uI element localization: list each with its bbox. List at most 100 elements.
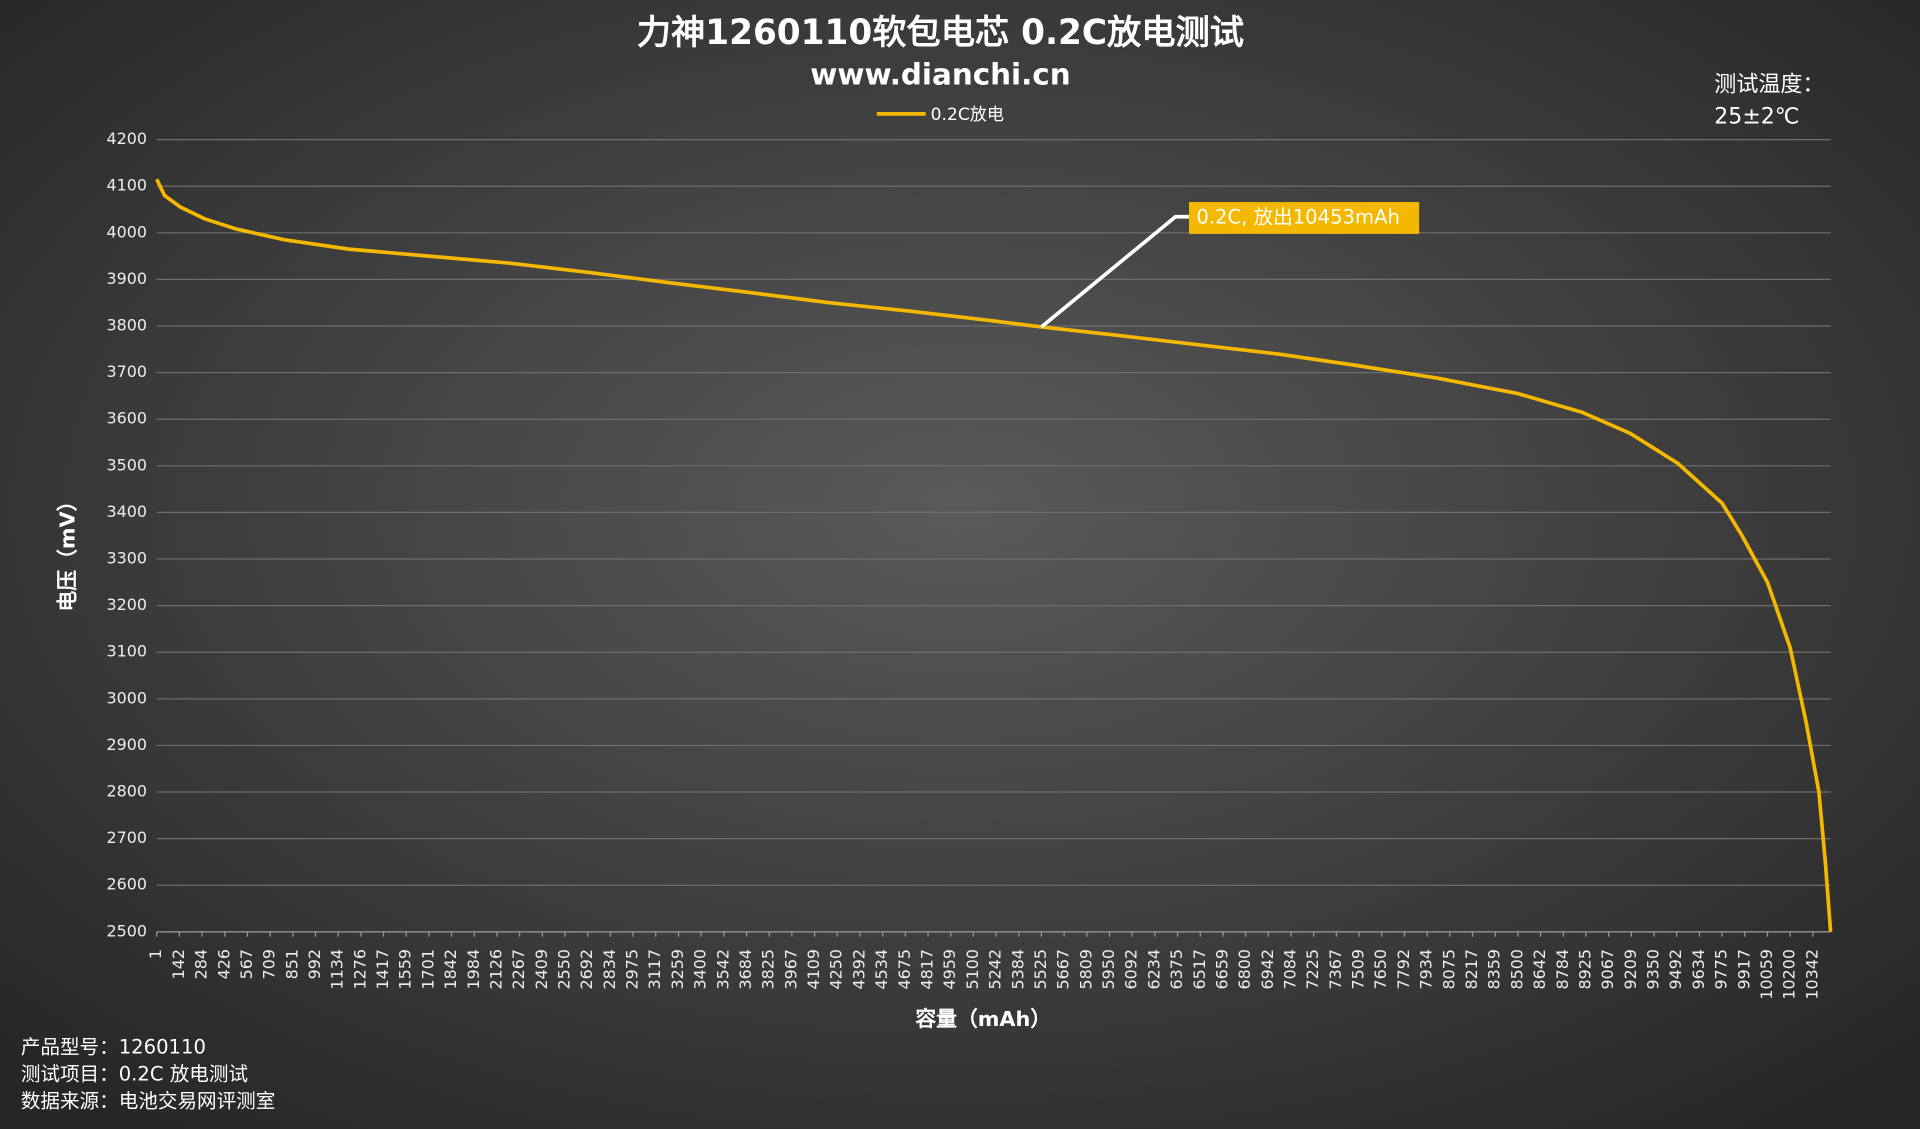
x-tick-label: 5100 <box>963 949 982 989</box>
x-tick-label: 3967 <box>781 949 800 989</box>
annotation-box <box>1188 202 1420 234</box>
footer-line: 产品型号：1260110 <box>21 1036 206 1059</box>
x-tick-label: 4959 <box>940 949 959 989</box>
x-tick-label: 9917 <box>1734 949 1753 989</box>
x-tick-label: 8075 <box>1439 949 1458 989</box>
x-tick-label: 567 <box>237 949 256 979</box>
x-tick-label: 7934 <box>1417 949 1436 989</box>
y-tick-label: 2600 <box>106 875 146 894</box>
y-tick-label: 3500 <box>106 455 146 474</box>
y-tick-label: 2700 <box>106 828 146 847</box>
x-tick-label: 1559 <box>396 949 415 989</box>
x-tick-label: 5809 <box>1076 949 1095 989</box>
x-tick-label: 6375 <box>1167 949 1186 989</box>
x-tick-label: 3825 <box>759 949 778 989</box>
y-tick-label: 2900 <box>106 735 146 754</box>
y-tick-label: 3000 <box>106 688 146 707</box>
x-tick-label: 5950 <box>1099 949 1118 989</box>
annotation-leader <box>1040 214 1191 329</box>
x-tick-label: 6942 <box>1258 949 1277 989</box>
x-tick-label: 4675 <box>895 949 914 989</box>
x-tick-label: 709 <box>260 949 279 979</box>
y-tick-label: 3100 <box>106 642 146 661</box>
x-tick-label: 9067 <box>1598 949 1617 989</box>
x-tick-label: 7225 <box>1303 949 1322 989</box>
y-tick-label: 4200 <box>106 129 146 148</box>
x-tick-label: 9209 <box>1621 949 1640 989</box>
x-tick-label: 6092 <box>1122 949 1141 989</box>
x-tick-label: 8642 <box>1530 949 1549 989</box>
x-tick-label: 1 <box>146 949 165 959</box>
x-tick-label: 426 <box>214 949 233 979</box>
y-tick-label: 2500 <box>106 921 146 940</box>
y-tick-label: 4100 <box>106 176 146 195</box>
x-tick-label: 4392 <box>849 949 868 989</box>
y-tick-label: 2800 <box>106 782 146 801</box>
x-tick-label: 9634 <box>1689 949 1708 989</box>
x-tick-label: 284 <box>192 949 211 979</box>
x-tick-label: 10059 <box>1757 949 1776 1000</box>
x-tick-label: 1842 <box>441 949 460 989</box>
x-tick-label: 2550 <box>554 949 573 989</box>
x-tick-label: 7084 <box>1281 949 1300 989</box>
x-tick-label: 8359 <box>1485 949 1504 989</box>
footer-line: 测试项目：0.2C 放电测试 <box>21 1063 248 1086</box>
x-tick-label: 2409 <box>532 949 551 989</box>
temperature-label: 测试温度： <box>1714 73 1824 98</box>
y-tick-label: 3400 <box>106 502 146 521</box>
x-tick-label: 851 <box>282 949 301 979</box>
x-tick-label: 6800 <box>1235 949 1254 989</box>
x-tick-label: 5384 <box>1008 949 1027 989</box>
x-tick-label: 8500 <box>1507 949 1526 989</box>
y-tick-label: 3200 <box>106 595 146 614</box>
x-tick-label: 1417 <box>373 949 392 989</box>
x-tick-label: 3259 <box>668 949 687 989</box>
x-tick-label: 4534 <box>872 949 891 989</box>
x-tick-label: 142 <box>169 949 188 979</box>
y-tick-label: 3900 <box>106 269 146 288</box>
x-tick-label: 1984 <box>464 949 483 989</box>
x-tick-label: 1276 <box>350 949 369 989</box>
x-tick-label: 7792 <box>1394 949 1413 989</box>
y-tick-label: 3700 <box>106 362 146 381</box>
x-tick-label: 2834 <box>600 949 619 989</box>
x-tick-label: 4109 <box>804 949 823 989</box>
x-tick-label: 9775 <box>1712 949 1731 989</box>
x-tick-label: 992 <box>305 949 324 979</box>
x-tick-label: 5525 <box>1031 949 1050 989</box>
x-tick-label: 5667 <box>1054 949 1073 989</box>
chart-title: 力神1260110软包电芯 0.2C放电测试 <box>637 13 1244 53</box>
x-tick-label: 2267 <box>509 949 528 989</box>
x-tick-label: 7509 <box>1349 949 1368 989</box>
x-tick-label: 7650 <box>1371 949 1390 989</box>
x-tick-label: 4817 <box>918 949 937 989</box>
x-tick-label: 3684 <box>736 949 755 989</box>
x-tick-label: 8925 <box>1575 949 1594 989</box>
x-tick-label: 2126 <box>487 949 506 989</box>
line <box>155 178 1833 932</box>
y-tick-label: 4000 <box>106 222 146 241</box>
x-tick-label: 1134 <box>328 949 347 989</box>
x-tick-label: 6234 <box>1144 949 1163 989</box>
x-tick-label: 5242 <box>986 949 1005 989</box>
temperature-value: 25±2℃ <box>1714 105 1799 130</box>
y-tick-label: 3800 <box>106 316 146 335</box>
x-tick-label: 8217 <box>1462 949 1481 989</box>
x-tick-label: 2975 <box>623 949 642 989</box>
x-tick-label: 8784 <box>1553 949 1572 989</box>
x-tick-label: 6517 <box>1190 949 1209 989</box>
y-tick-label: 3600 <box>106 409 146 428</box>
x-tick-label: 6659 <box>1213 949 1232 989</box>
x-tick-label: 9350 <box>1643 949 1662 989</box>
x-tick-label: 7367 <box>1326 949 1345 989</box>
footer-line: 数据来源：电池交易网评测室 <box>21 1090 276 1113</box>
annotation-text: 0.2C, 放出10453mAh <box>1196 205 1400 228</box>
x-tick-label: 3542 <box>713 949 732 989</box>
x-tick-label: 10342 <box>1802 949 1821 1000</box>
chart-subtitle: www.dianchi.cn <box>810 57 1070 91</box>
x-tick-label: 3400 <box>691 949 710 989</box>
x-tick-label: 9492 <box>1666 949 1685 989</box>
